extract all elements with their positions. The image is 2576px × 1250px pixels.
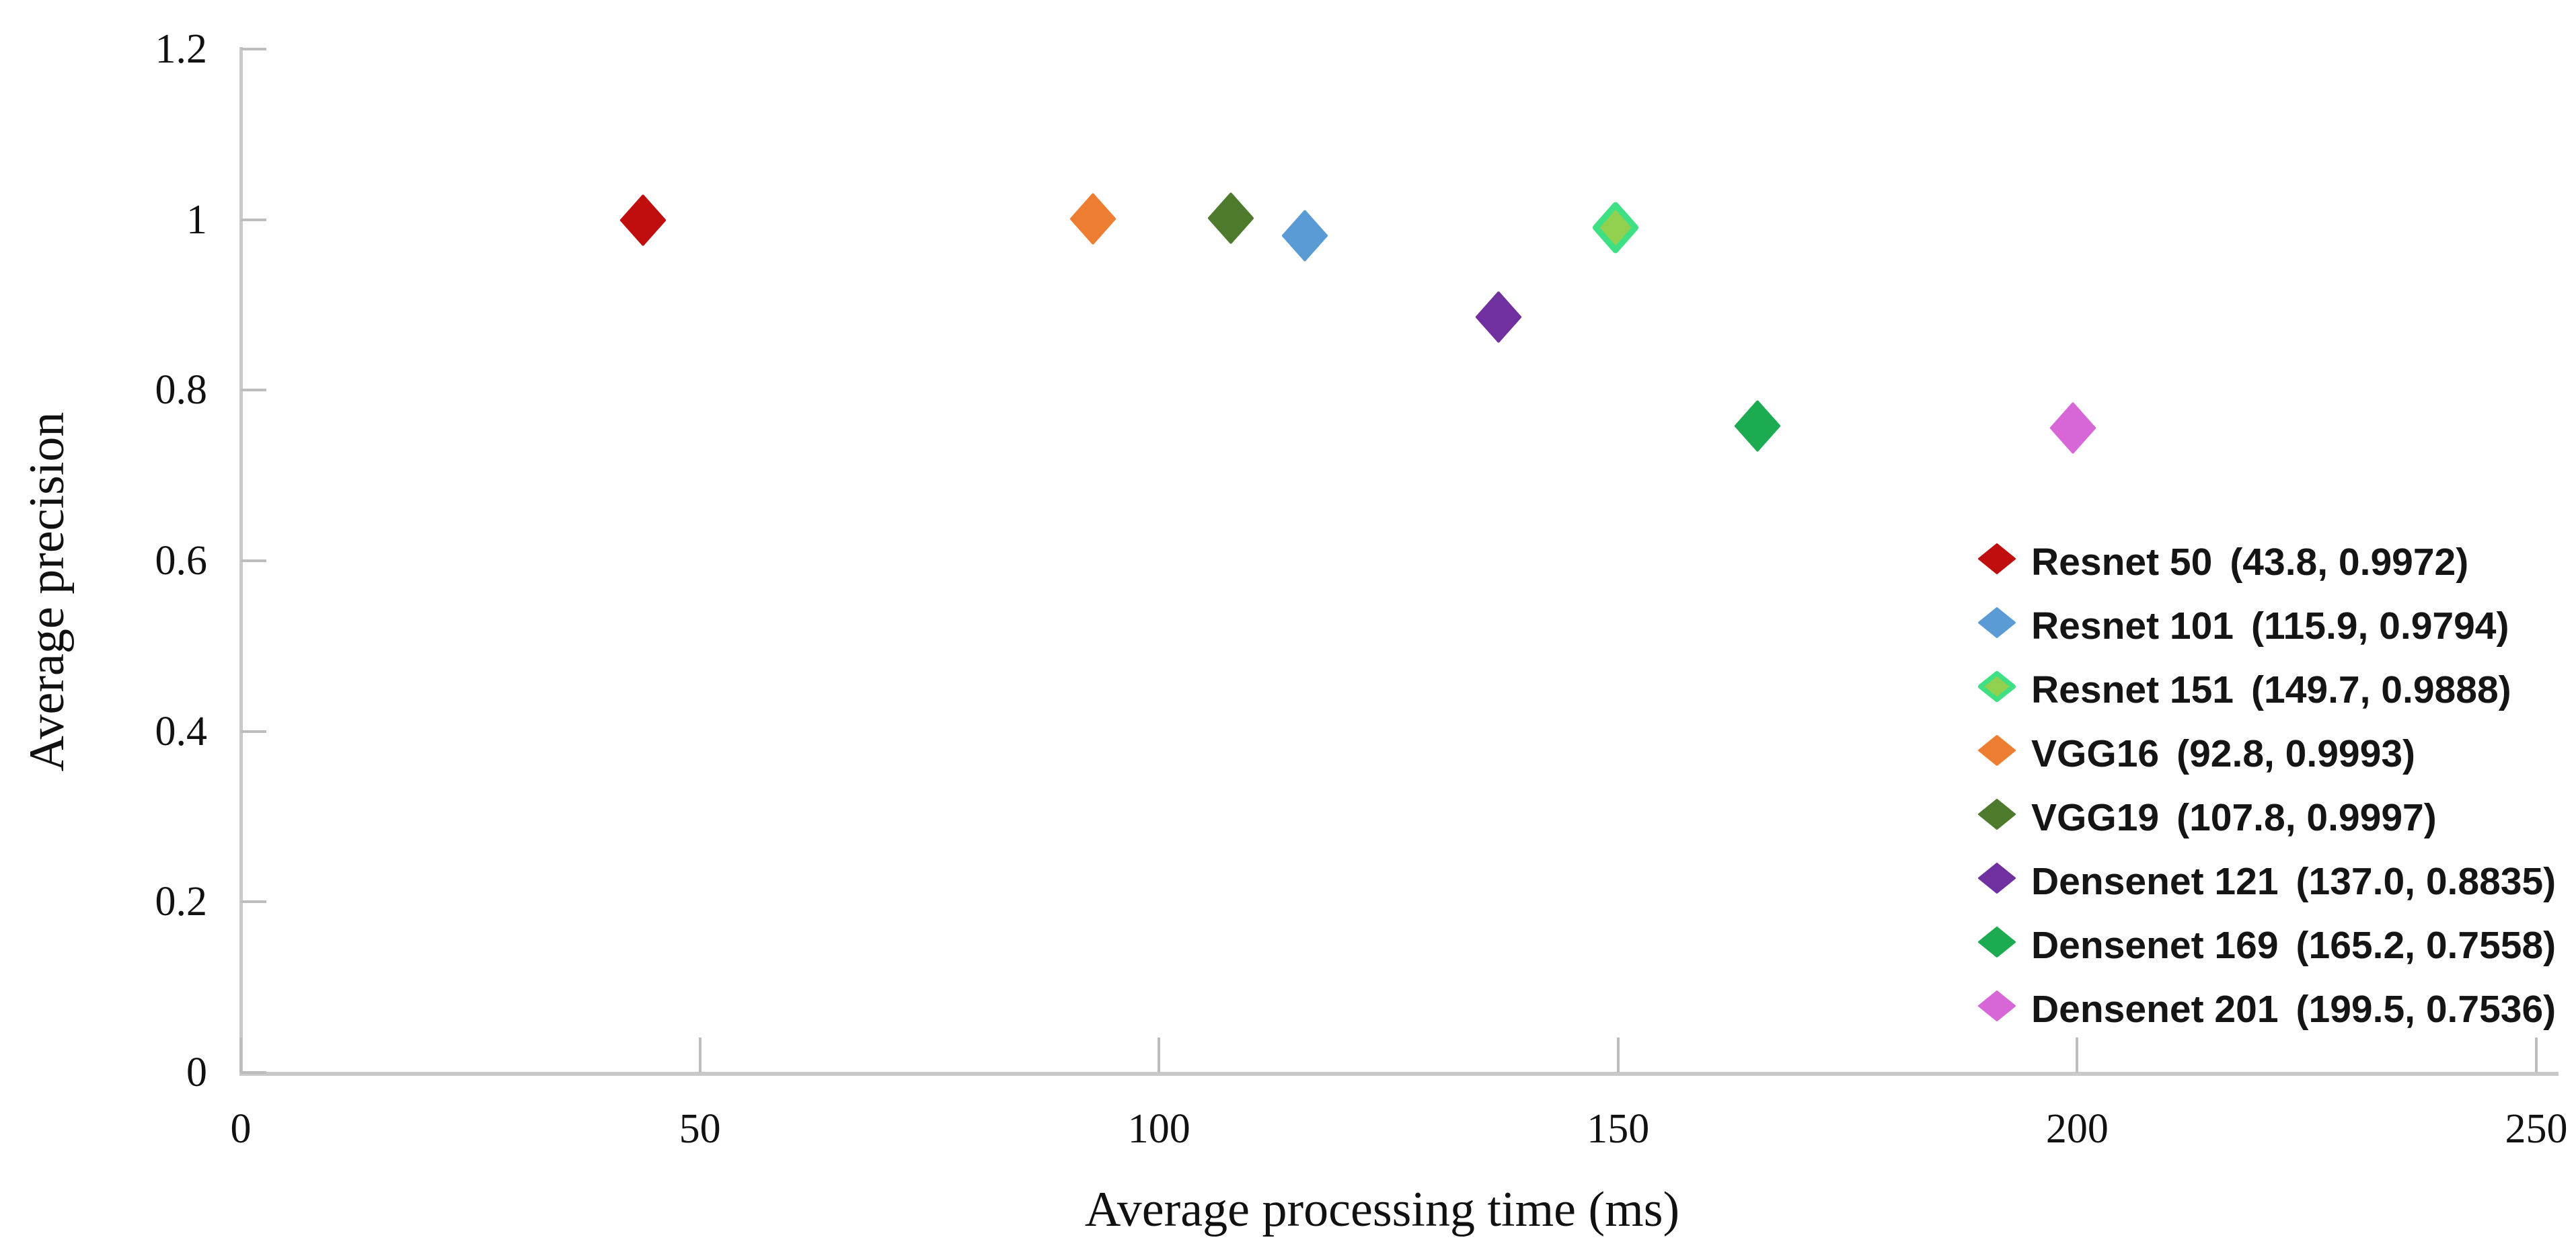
y-axis-title: Average precision xyxy=(20,412,75,772)
legend-diamond-icon xyxy=(1978,671,2016,702)
legend-series-coords: (43.8, 0.9972) xyxy=(2230,541,2469,584)
y-tick-label: 1.2 xyxy=(155,26,208,72)
legend-series-coords: (115.9, 0.9794) xyxy=(2251,604,2509,648)
y-tick-label: 1 xyxy=(186,196,207,243)
x-tick xyxy=(1616,1038,1620,1072)
legend-swatch xyxy=(1977,923,2016,968)
legend-item-densenet-121: Densenet 121 (137.0, 0.8835) xyxy=(1977,859,2556,904)
legend-swatch xyxy=(1977,668,2016,712)
data-point-marker-resnet-151 xyxy=(1592,201,1639,257)
x-tick-label: 0 xyxy=(230,1106,252,1152)
legend-series-name: Resnet 50 xyxy=(2031,541,2213,584)
data-point-marker-densenet-201 xyxy=(2049,402,2096,458)
legend-series-name: VGG19 xyxy=(2031,796,2160,839)
x-tick xyxy=(1158,1038,1161,1072)
data-point-marker-vgg16 xyxy=(1069,192,1116,248)
legend-series-name: Densenet 169 xyxy=(2031,924,2279,967)
x-tick xyxy=(2076,1038,2079,1072)
legend-swatch xyxy=(1977,859,2016,904)
legend-series-name: Densenet 121 xyxy=(2031,860,2279,903)
x-tick xyxy=(239,1038,242,1072)
y-tick-label: 0.8 xyxy=(155,367,208,414)
legend-item-densenet-169: Densenet 169 (165.2, 0.7558) xyxy=(1977,923,2556,968)
x-tick-label: 200 xyxy=(2045,1106,2109,1152)
diamond-marker-icon xyxy=(1069,193,1116,245)
data-point-marker-densenet-169 xyxy=(1734,400,1781,456)
y-tick-label: 0.2 xyxy=(155,879,208,925)
legend-diamond-icon xyxy=(1978,863,2016,894)
y-tick-label: 0.4 xyxy=(155,708,208,754)
diamond-marker-icon xyxy=(2049,402,2096,454)
legend-item-resnet-50: Resnet 50 (43.8, 0.9972) xyxy=(1977,540,2468,584)
diamond-marker-icon xyxy=(619,194,666,246)
legend-diamond-icon xyxy=(1978,543,2016,574)
x-tick xyxy=(698,1038,702,1072)
y-tick xyxy=(241,218,266,221)
legend-swatch xyxy=(1977,732,2016,776)
legend-series-coords: (165.2, 0.7558) xyxy=(2296,924,2556,967)
x-tick-label: 100 xyxy=(1127,1106,1190,1152)
legend-item-vgg16: VGG16 (92.8, 0.9993) xyxy=(1977,732,2415,776)
legend-series-coords: (107.8, 0.9997) xyxy=(2176,796,2437,839)
legend-diamond-icon xyxy=(1978,799,2016,830)
data-point-marker-vgg19 xyxy=(1207,192,1254,248)
legend-series-coords: (137.0, 0.8835) xyxy=(2296,860,2556,903)
legend-item-resnet-101: Resnet 101 (115.9, 0.9794) xyxy=(1977,604,2509,648)
y-tick xyxy=(241,730,266,733)
y-tick-label: 0 xyxy=(186,1050,207,1095)
legend-swatch xyxy=(1977,604,2016,648)
diamond-marker-icon xyxy=(1592,202,1638,253)
legend-swatch xyxy=(1977,540,2016,584)
y-tick-label: 0.6 xyxy=(155,538,208,584)
legend-series-coords: (149.7, 0.9888) xyxy=(2251,668,2511,711)
y-tick xyxy=(241,48,266,50)
legend-item-vgg19: VGG19 (107.8, 0.9997) xyxy=(1977,795,2437,840)
legend-diamond-icon xyxy=(1978,607,2016,638)
legend-series-name: Densenet 201 xyxy=(2031,988,2279,1031)
y-tick xyxy=(241,389,266,392)
legend-series-name: VGG16 xyxy=(2031,732,2160,775)
legend-swatch xyxy=(1977,795,2016,840)
legend-series-coords: (92.8, 0.9993) xyxy=(2176,732,2416,775)
x-tick-label: 50 xyxy=(679,1106,721,1152)
x-axis-title: Average processing time (ms) xyxy=(1084,1182,1680,1237)
x-tick-label: 250 xyxy=(2505,1106,2568,1152)
legend-diamond-icon xyxy=(1978,927,2016,958)
x-tick-label: 150 xyxy=(1587,1106,1650,1152)
data-point-marker-resnet-50 xyxy=(619,194,667,250)
diamond-marker-icon xyxy=(1735,400,1781,452)
diamond-marker-icon xyxy=(1282,210,1328,262)
x-axis-line xyxy=(239,1072,2559,1076)
legend-item-resnet-151: Resnet 151 (149.7, 0.9888) xyxy=(1977,668,2511,712)
y-tick xyxy=(241,559,266,562)
legend-diamond-icon xyxy=(1978,735,2016,766)
legend-item-densenet-201: Densenet 201 (199.5, 0.7536) xyxy=(1977,987,2556,1031)
y-tick xyxy=(241,900,266,904)
x-tick xyxy=(2535,1038,2538,1072)
y-tick xyxy=(241,1071,266,1074)
legend-diamond-icon xyxy=(1978,990,2016,1021)
data-point-marker-resnet-101 xyxy=(1281,209,1328,265)
legend-series-coords: (199.5, 0.7536) xyxy=(2296,988,2556,1031)
legend-series-name: Resnet 151 xyxy=(2031,668,2234,711)
legend-swatch xyxy=(1977,987,2016,1031)
diamond-marker-icon xyxy=(1476,291,1522,343)
data-point-marker-densenet-121 xyxy=(1475,291,1522,347)
diamond-marker-icon xyxy=(1207,192,1254,244)
legend-series-name: Resnet 101 xyxy=(2031,604,2234,648)
